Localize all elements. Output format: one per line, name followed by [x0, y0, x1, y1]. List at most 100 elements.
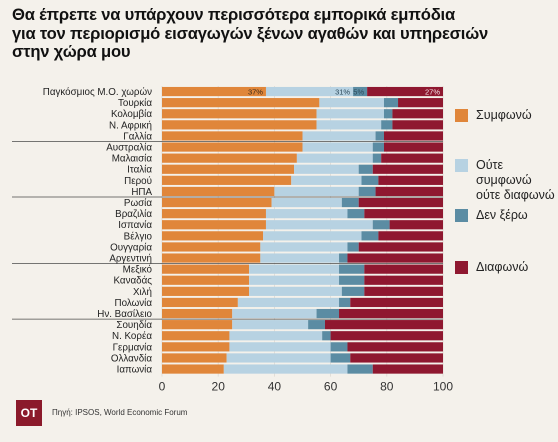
bar-segment — [341, 197, 359, 208]
bar-segment — [372, 142, 384, 152]
legend-item-dont-know: Δεν ξέρω — [455, 208, 528, 223]
bar-segment — [322, 331, 331, 341]
bar-segment — [361, 231, 379, 241]
bar-segment — [375, 186, 443, 197]
bar-segment — [358, 242, 443, 252]
bar-segment — [339, 264, 365, 274]
category-label: Παγκόσμιος Μ.Ο. χωρών — [43, 87, 152, 98]
bar-segment — [316, 308, 340, 319]
category-label: Τουρκία — [118, 98, 152, 109]
category-label: Βέλγιο — [124, 231, 153, 242]
bar-segment — [358, 186, 376, 197]
legend-swatch-neutral — [455, 159, 468, 172]
bar-segment — [265, 86, 354, 97]
category-label: Ρωσία — [124, 198, 152, 209]
bar-segment — [339, 308, 443, 319]
bar-segment — [358, 164, 373, 174]
bar-segment — [162, 186, 275, 197]
bar-segment — [162, 331, 230, 341]
bar-segment — [392, 109, 443, 119]
category-label: Ην. Βασίλειο — [97, 309, 152, 320]
bar-segment — [316, 120, 382, 130]
bar-segment — [249, 286, 342, 296]
category-label: Αυστραλία — [106, 142, 152, 153]
chart-title: Θα έπρεπε να υπάρχουν περισσότερα εμπορι… — [12, 5, 552, 62]
bar-segment — [364, 209, 443, 219]
bar-segment — [226, 353, 331, 363]
bar-segment — [162, 264, 250, 274]
bar-segment — [294, 164, 359, 174]
bar-segment — [162, 109, 317, 119]
bar-segment — [296, 153, 373, 163]
bar-segment — [364, 286, 443, 296]
bar-segment — [383, 109, 393, 119]
x-tick-label: 0 — [159, 380, 166, 392]
bar-segment — [350, 353, 443, 363]
footer: ΟΤ Πηγή: IPSOS, World Economic Forum — [0, 392, 558, 442]
bar-segment — [347, 253, 443, 263]
data-label: 5% — [353, 88, 364, 97]
bar-segment — [375, 131, 384, 141]
bar-segment — [271, 197, 342, 208]
bar-segment — [372, 164, 443, 174]
category-label: Καναδάς — [114, 276, 153, 287]
category-label: Αργεντινή — [109, 253, 152, 264]
bar-segment — [398, 98, 443, 108]
category-label: Ισπανία — [118, 220, 152, 231]
bar-segment — [162, 197, 272, 208]
bar-segment — [291, 175, 362, 185]
bar-segment — [162, 153, 297, 163]
category-label: Γερμανία — [113, 342, 153, 353]
category-label: Ν. Κορέα — [112, 331, 152, 342]
category-label: Γαλλία — [123, 131, 152, 142]
bar-segment — [389, 220, 443, 230]
bar-segment — [162, 275, 250, 285]
bar-segment — [347, 242, 359, 252]
bar-segment — [353, 86, 368, 97]
bar-segment — [302, 131, 376, 141]
bar-segment — [162, 253, 261, 263]
bar-segment — [162, 142, 303, 152]
category-label: Σουηδία — [116, 320, 152, 331]
bar-segment — [392, 120, 443, 130]
legend-label-disagree: Διαφωνώ — [476, 260, 529, 274]
bar-segment — [330, 342, 348, 352]
bar-segment — [367, 86, 443, 97]
bar-segment — [378, 231, 443, 241]
category-label: Μαλαισία — [112, 154, 153, 165]
bar-segment — [162, 209, 266, 219]
bar-segment — [339, 275, 365, 285]
bar-segment — [339, 253, 348, 263]
x-tick-label: 100 — [433, 380, 453, 392]
category-label: Μεξικό — [123, 265, 153, 276]
bar-segment — [372, 364, 443, 374]
bar-segment — [265, 209, 348, 219]
bar-segment — [162, 308, 233, 319]
bar-segment — [383, 131, 443, 141]
category-label: Κολομβία — [111, 109, 152, 120]
bar-segment — [229, 342, 331, 352]
legend-label-dont-know: Δεν ξέρω — [476, 208, 528, 222]
category-label: Ιταλία — [127, 165, 152, 176]
bar-segment — [274, 186, 359, 197]
bar-segment — [381, 120, 393, 130]
category-label: Βραζιλία — [115, 209, 152, 220]
bar-segment — [237, 297, 340, 308]
bar-segment — [347, 209, 365, 219]
bar-segment — [162, 364, 224, 374]
data-label: 31% — [335, 88, 350, 97]
category-label: Ν. Αφρική — [109, 120, 152, 131]
data-label: 27% — [425, 88, 440, 97]
bar-segment — [364, 275, 443, 285]
title-line-3: στην χώρα μου — [12, 42, 131, 61]
source-note: Πηγή: IPSOS, World Economic Forum — [52, 408, 188, 417]
x-tick-label: 80 — [380, 380, 394, 392]
bar-segment — [260, 253, 340, 263]
category-label: Περού — [124, 176, 152, 187]
bar-segment — [347, 342, 443, 352]
bar-segment — [162, 120, 317, 130]
legend-label-agree: Συμφωνώ — [476, 108, 532, 122]
bar-segment — [372, 220, 390, 230]
bar-segment — [383, 142, 443, 152]
category-label: Ολλανδία — [111, 353, 152, 364]
